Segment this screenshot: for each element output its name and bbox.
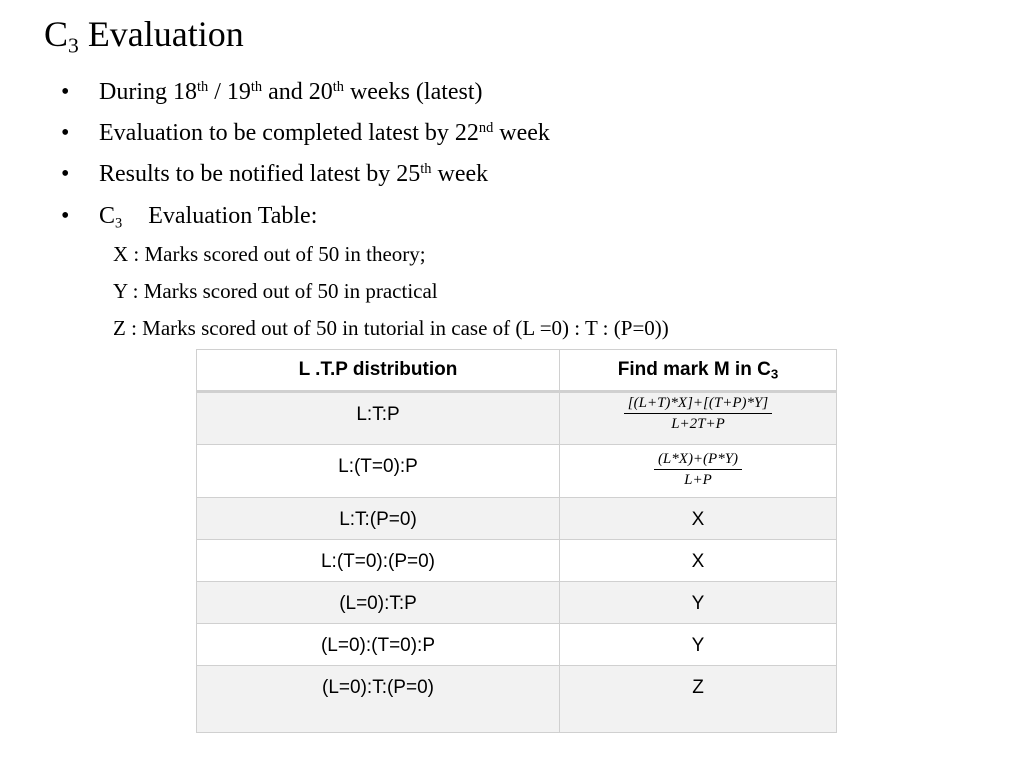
bullet-dot: • <box>61 203 70 229</box>
evaluation-table: L .T.P distribution Find mark M in C3 L:… <box>196 349 837 733</box>
table-row: (L=0):T:P Y <box>196 581 837 624</box>
cell-formula: [(L+T)*X]+[(T+P)*Y] L+2T+P <box>559 391 837 445</box>
bullet-results-deadline: • Results to be notified latest by 25th w… <box>61 161 489 187</box>
cell-distribution: L:T:(P=0) <box>196 497 560 540</box>
bullet-evaluation-table: • C3 Evaluation Table: <box>61 203 318 232</box>
cell-distribution: L:T:P <box>196 391 560 445</box>
cell-mark: Y <box>559 581 837 624</box>
cell-distribution: L:(T=0):(P=0) <box>196 539 560 582</box>
formula-fraction: (L*X)+(P*Y) L+P <box>653 451 743 489</box>
cell-mark: Z <box>559 665 837 733</box>
definition-y: Y : Marks scored out of 50 in practical <box>113 279 438 303</box>
table-row: L:T:(P=0) X <box>196 497 837 540</box>
slide-title: C3 Evaluation <box>44 14 244 58</box>
cell-mark: Y <box>559 623 837 666</box>
header-find-mark: Find mark M in C3 <box>559 349 837 393</box>
table-row: (L=0):T:(P=0) Z <box>196 665 837 733</box>
bullet-schedule: • During 18th / 19th and 20th weeks (late… <box>61 79 483 105</box>
table-row: (L=0):(T=0):P Y <box>196 623 837 666</box>
formula-denominator: L+P <box>684 472 712 488</box>
cell-distribution: L:(T=0):P <box>196 444 560 498</box>
definition-x: X : Marks scored out of 50 in theory; <box>113 242 426 266</box>
cell-mark: X <box>559 539 837 582</box>
table-row: L:T:P [(L+T)*X]+[(T+P)*Y] L+2T+P <box>196 391 837 445</box>
definition-z: Z : Marks scored out of 50 in tutorial i… <box>113 316 669 340</box>
bullet-dot: • <box>61 120 70 146</box>
cell-formula: (L*X)+(P*Y) L+P <box>559 444 837 498</box>
cell-mark: X <box>559 497 837 540</box>
cell-distribution: (L=0):(T=0):P <box>196 623 560 666</box>
cell-distribution: (L=0):T:P <box>196 581 560 624</box>
formula-denominator: L+2T+P <box>671 416 725 432</box>
formula-numerator: (L*X)+(P*Y) <box>653 451 743 470</box>
cell-distribution: (L=0):T:(P=0) <box>196 665 560 733</box>
table-header-row: L .T.P distribution Find mark M in C3 <box>196 349 837 393</box>
formula-fraction: [(L+T)*X]+[(T+P)*Y] L+2T+P <box>623 395 773 433</box>
table-row: L:(T=0):(P=0) X <box>196 539 837 582</box>
bullet-dot: • <box>61 79 70 105</box>
table-row: L:(T=0):P (L*X)+(P*Y) L+P <box>196 444 837 498</box>
bullet-dot: • <box>61 161 70 187</box>
header-ltp-distribution: L .T.P distribution <box>196 349 560 393</box>
formula-numerator: [(L+T)*X]+[(T+P)*Y] <box>623 395 773 414</box>
bullet-evaluation-deadline: • Evaluation to be completed latest by 22… <box>61 120 550 146</box>
